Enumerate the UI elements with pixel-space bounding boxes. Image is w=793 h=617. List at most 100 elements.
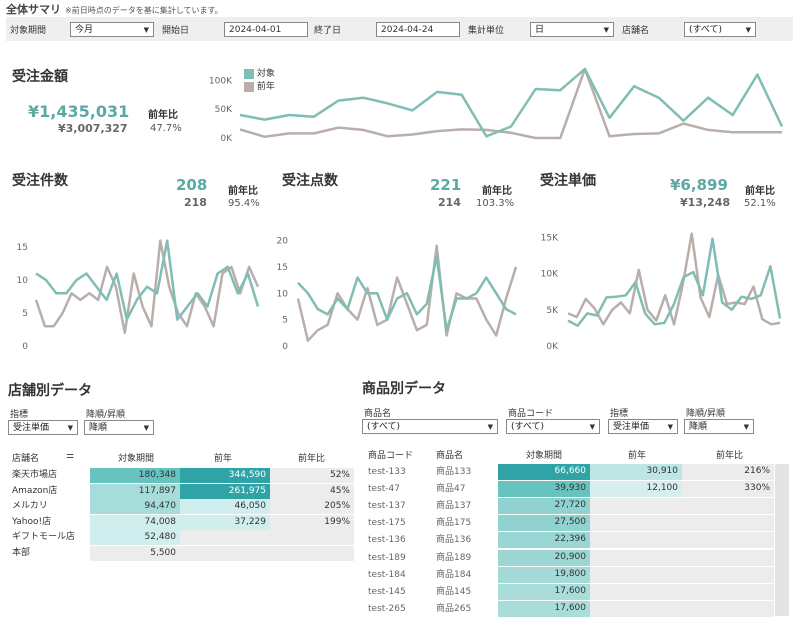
product-row-name[interactable]: 商品133 xyxy=(436,467,472,477)
product-cell-ratio[interactable] xyxy=(682,498,774,515)
product-cell-ratio[interactable] xyxy=(682,566,774,583)
product-cell-prev[interactable] xyxy=(590,515,682,532)
series-line-previous[interactable] xyxy=(567,232,781,326)
unit-price-ratio: 52.1% xyxy=(744,198,776,209)
product-row-code[interactable]: test-137 xyxy=(368,501,406,512)
product-cell-current[interactable]: 20,900 xyxy=(498,549,590,566)
product-metric-select[interactable]: 受注単価 ▼ xyxy=(608,419,678,434)
product-code-select[interactable]: (すべて) ▼ xyxy=(506,419,600,434)
product-cell-ratio[interactable]: 216% xyxy=(682,464,774,480)
product-cell-prev[interactable] xyxy=(590,532,682,549)
store-col-prev: 前年 xyxy=(214,454,233,464)
product-order-select[interactable]: 降順 ▼ xyxy=(684,419,754,434)
store-row-name[interactable]: メルカリ xyxy=(12,501,48,512)
series-line-current[interactable] xyxy=(297,255,517,332)
product-cell-current[interactable]: 39,930 xyxy=(498,481,590,498)
product-cell-current[interactable]: 27,720 xyxy=(498,498,590,515)
store-select[interactable]: (すべて) ▼ xyxy=(684,22,756,37)
product-row-code[interactable]: test-175 xyxy=(368,518,406,529)
product-cell-prev[interactable] xyxy=(590,583,682,600)
store-cell-ratio[interactable]: 45% xyxy=(270,483,354,499)
store-cell-ratio[interactable] xyxy=(270,546,354,561)
product-row-code[interactable]: test-47 xyxy=(368,484,400,495)
series-line-previous[interactable] xyxy=(34,239,260,335)
sales-value: ¥1,435,031 xyxy=(28,102,130,121)
store-metric-select[interactable]: 受注単価 ▼ xyxy=(8,420,78,435)
y-tick-label: 15 xyxy=(277,263,288,273)
end-date-input[interactable]: 2024-04-24 xyxy=(376,22,460,37)
store-cell-ratio[interactable] xyxy=(270,530,354,546)
chevron-down-icon: ▼ xyxy=(603,26,609,34)
product-row-name[interactable]: 商品175 xyxy=(436,518,472,529)
start-date-input[interactable]: 2024-04-01 xyxy=(224,22,308,37)
product-row-code[interactable]: test-189 xyxy=(368,552,406,563)
product-cell-ratio[interactable] xyxy=(682,549,774,566)
series-line-current[interactable] xyxy=(567,237,782,327)
store-row-name[interactable]: ギフトモール店 xyxy=(12,532,76,543)
store-cell-prev[interactable] xyxy=(180,530,270,546)
store-cell-prev[interactable]: 261,975 xyxy=(180,483,270,499)
legend-swatch-previous xyxy=(244,81,254,92)
series-line-previous[interactable] xyxy=(239,67,782,140)
store-order-select[interactable]: 降順 ▼ xyxy=(84,420,154,435)
product-cell-current[interactable]: 22,396 xyxy=(498,532,590,549)
product-cell-prev[interactable] xyxy=(590,600,682,617)
product-row-name[interactable]: 商品265 xyxy=(436,603,472,614)
unit-select[interactable]: 日 ▼ xyxy=(530,22,614,37)
store-cell-prev[interactable]: 46,050 xyxy=(180,499,270,515)
product-row-code[interactable]: test-265 xyxy=(368,603,406,614)
product-cell-ratio[interactable] xyxy=(682,532,774,549)
product-cell-current[interactable]: 17,600 xyxy=(498,600,590,617)
sales-ratio-label: 前年比 xyxy=(148,110,178,121)
product-cell-ratio[interactable] xyxy=(682,600,774,617)
store-cell-prev[interactable] xyxy=(180,546,270,561)
product-row-code[interactable]: test-136 xyxy=(368,535,406,546)
product-row-name[interactable]: 商品145 xyxy=(436,586,472,597)
store-row-name[interactable]: Amazon店 xyxy=(12,485,58,496)
product-cell-ratio[interactable] xyxy=(682,515,774,532)
product-cell-current[interactable]: 66,660 xyxy=(498,464,590,480)
store-row-name[interactable]: Yahoo!店 xyxy=(12,516,52,527)
product-cell-prev[interactable]: 30,910 xyxy=(590,464,682,480)
y-tick-label: 0 xyxy=(22,342,28,352)
store-cell-current[interactable]: 117,897 xyxy=(90,483,180,499)
end-date-label: 終了日 xyxy=(314,26,342,36)
product-row-name[interactable]: 商品137 xyxy=(436,501,472,512)
store-section-title: 店舗別データ xyxy=(8,383,92,399)
product-cell-current[interactable]: 27,500 xyxy=(498,515,590,532)
product-cell-prev[interactable] xyxy=(590,566,682,583)
store-metric-value: 受注単価 xyxy=(13,423,50,433)
product-cell-current[interactable]: 17,600 xyxy=(498,583,590,600)
product-cell-prev[interactable] xyxy=(590,498,682,515)
product-row-code[interactable]: test-184 xyxy=(368,569,406,580)
product-cell-ratio[interactable]: 330% xyxy=(682,481,774,498)
product-cell-prev[interactable] xyxy=(590,549,682,566)
store-row-name[interactable]: 本部 xyxy=(12,548,31,558)
series-line-current[interactable] xyxy=(239,67,784,138)
store-cell-current[interactable]: 52,480 xyxy=(90,530,180,546)
store-row-name[interactable]: 楽天市場店 xyxy=(12,470,58,480)
store-cell-current[interactable]: 5,500 xyxy=(90,546,180,561)
store-cell-ratio[interactable]: 199% xyxy=(270,514,354,530)
store-cell-prev[interactable]: 37,229 xyxy=(180,514,270,530)
series-line-current[interactable] xyxy=(35,239,260,321)
product-row-code[interactable]: test-133 xyxy=(368,467,406,477)
product-row-name[interactable]: 商品136 xyxy=(436,535,472,546)
scrollbar[interactable] xyxy=(775,464,789,616)
store-cell-ratio[interactable]: 52% xyxy=(270,468,354,483)
store-cell-current[interactable]: 180,348 xyxy=(90,468,180,483)
period-select[interactable]: 今月 ▼ xyxy=(70,22,154,37)
product-cell-current[interactable]: 19,800 xyxy=(498,566,590,583)
product-row-name[interactable]: 商品189 xyxy=(436,552,472,563)
product-row-name[interactable]: 商品47 xyxy=(436,484,466,495)
store-cell-current[interactable]: 74,008 xyxy=(90,514,180,530)
product-name-select[interactable]: (すべて) ▼ xyxy=(362,419,498,434)
product-cell-ratio[interactable] xyxy=(682,583,774,600)
sort-icon[interactable]: ⚌ xyxy=(66,451,75,461)
product-row-code[interactable]: test-145 xyxy=(368,586,406,597)
store-cell-prev[interactable]: 344,590 xyxy=(180,468,270,483)
store-cell-ratio[interactable]: 205% xyxy=(270,499,354,515)
store-cell-current[interactable]: 94,470 xyxy=(90,499,180,515)
product-row-name[interactable]: 商品184 xyxy=(436,569,472,580)
product-cell-prev[interactable]: 12,100 xyxy=(590,481,682,498)
